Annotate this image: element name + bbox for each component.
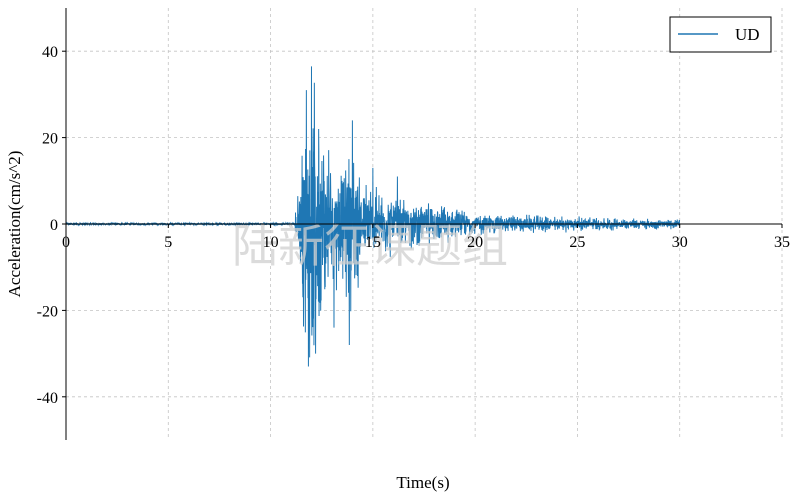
x-tick-label: 5 xyxy=(164,234,172,251)
x-tick-label: 25 xyxy=(569,234,585,251)
x-axis-label: Time(s) xyxy=(396,473,449,492)
axes xyxy=(65,8,782,440)
y-tick-label: -20 xyxy=(37,303,58,320)
y-axis-label: Acceleration(cm/s^2) xyxy=(5,151,24,298)
x-tick-label: 0 xyxy=(62,234,70,251)
x-tick-label: 30 xyxy=(672,234,688,251)
legend: UD xyxy=(669,16,772,53)
x-tick-label: 15 xyxy=(365,234,381,251)
x-tick-label: 35 xyxy=(774,234,790,251)
y-tick-label: -40 xyxy=(37,390,58,407)
x-tick-label: 20 xyxy=(467,234,483,251)
y-tick-label: 20 xyxy=(42,131,58,148)
watermark: 陆新征课题组 xyxy=(232,219,508,273)
x-tick-label: 10 xyxy=(263,234,279,251)
legend-label-ud: UD xyxy=(735,25,760,44)
y-tick-label: 0 xyxy=(50,217,58,234)
tick-labels: 0 5 10 15 20 25 30 35 -40 -20 0 20 40 xyxy=(37,44,790,407)
y-tick-label: 40 xyxy=(42,44,58,61)
